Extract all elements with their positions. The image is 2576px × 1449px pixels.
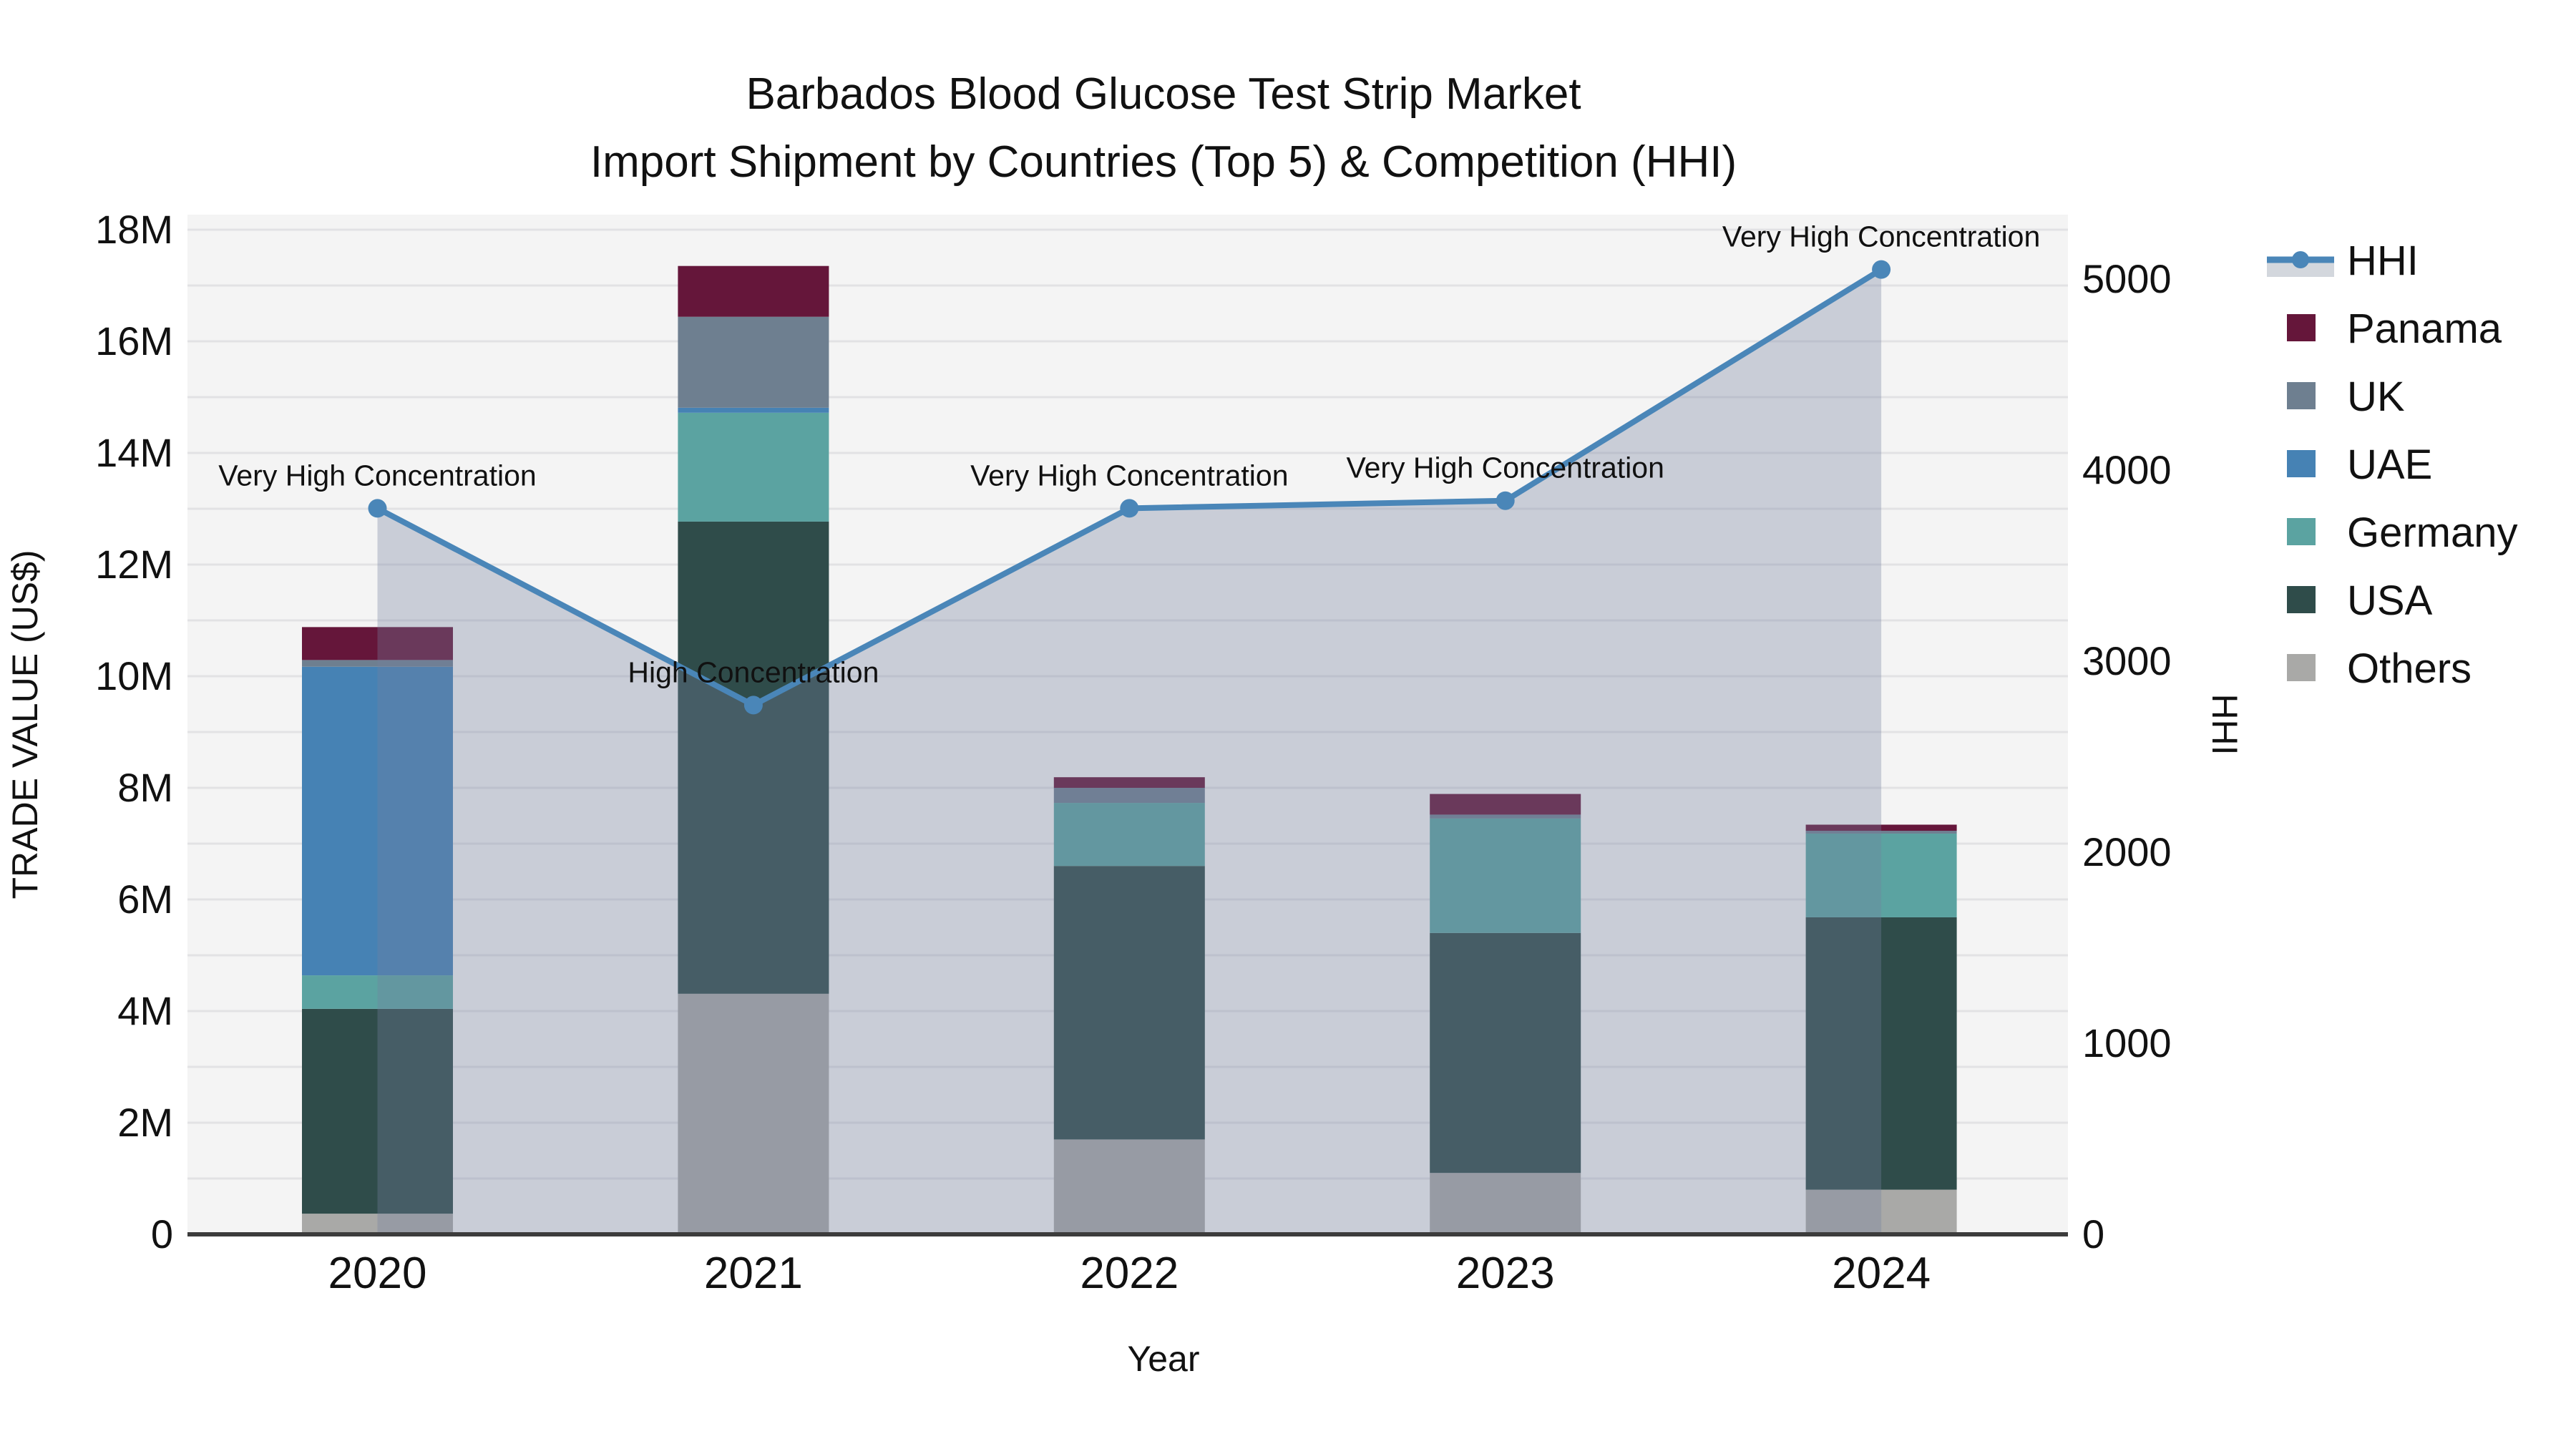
legend-hhi-marker-icon xyxy=(2292,251,2309,268)
bar-segment-usa-2020[interactable] xyxy=(302,1008,453,1214)
y-right-tick-5000: 5000 xyxy=(2082,256,2172,301)
y-left-tick-2M: 2M xyxy=(117,1100,173,1145)
legend-swatch-usa xyxy=(2287,586,2316,613)
bar-segment-germany-2021[interactable] xyxy=(678,412,829,522)
hhi-marker-2022[interactable] xyxy=(1120,499,1139,518)
bar-segment-usa-2024[interactable] xyxy=(1805,917,1957,1190)
legend-swatch-others xyxy=(2287,654,2316,681)
hhi-marker-2024[interactable] xyxy=(1872,260,1891,279)
hhi-marker-2023[interactable] xyxy=(1496,491,1515,510)
x-tick-2022: 2022 xyxy=(1080,1249,1179,1298)
y-right-axis-title: HHI xyxy=(2205,693,2245,755)
legend-item-usa[interactable]: USA xyxy=(2287,577,2433,624)
legend-label-uk: UK xyxy=(2347,374,2405,420)
hhi-area-fill xyxy=(377,269,1882,1234)
legend-label-hhi: HHI xyxy=(2347,238,2419,284)
y-right-tick-0: 0 xyxy=(2082,1211,2104,1257)
annotation-2021: High Concentration xyxy=(628,655,879,688)
bars-group xyxy=(302,265,1957,1234)
x-axis-title: Year xyxy=(1127,1339,1199,1379)
bar-segment-panama-2024[interactable] xyxy=(1805,824,1957,831)
x-tick-2024: 2024 xyxy=(1832,1249,1931,1298)
bar-segment-usa-2022[interactable] xyxy=(1053,866,1205,1140)
y-left-tick-8M: 8M xyxy=(117,765,173,810)
annotation-2020: Very High Concentration xyxy=(218,459,536,492)
bar-segment-panama-2020[interactable] xyxy=(302,627,453,660)
bar-segment-others-2022[interactable] xyxy=(1053,1139,1205,1234)
legend-swatch-panama xyxy=(2287,314,2316,341)
x-tick-2023: 2023 xyxy=(1456,1249,1555,1298)
bar-segment-uk-2024[interactable] xyxy=(1805,831,1957,834)
bar-segment-uk-2020[interactable] xyxy=(302,660,453,667)
legend-item-others[interactable]: Others xyxy=(2287,645,2472,692)
legend: HHI Panama UK UAE Germany USA Others xyxy=(2267,238,2518,692)
bar-segment-germany-2023[interactable] xyxy=(1430,818,1581,933)
legend-item-uk[interactable]: UK xyxy=(2287,374,2405,420)
annotation-2023: Very High Concentration xyxy=(1346,452,1664,484)
y-left-tick-10M: 10M xyxy=(95,653,173,698)
bar-segment-others-2021[interactable] xyxy=(678,993,829,1234)
y-left-tick-0: 0 xyxy=(151,1211,173,1257)
y-left-tick-14M: 14M xyxy=(95,430,173,475)
y-left-tick-6M: 6M xyxy=(117,877,173,922)
legend-item-germany[interactable]: Germany xyxy=(2287,509,2518,556)
bar-segment-germany-2020[interactable] xyxy=(302,975,453,1009)
legend-label-panama: Panama xyxy=(2347,306,2502,352)
hhi-marker-2021[interactable] xyxy=(743,696,763,715)
bar-segment-panama-2021[interactable] xyxy=(678,265,829,317)
annotation-2022: Very High Concentration xyxy=(970,459,1288,492)
bar-segment-usa-2023[interactable] xyxy=(1430,932,1581,1174)
y-left-axis-title: TRADE VALUE (US$) xyxy=(5,550,45,899)
chart-title-line1: Barbados Blood Glucose Test Strip Market xyxy=(746,69,1581,119)
bar-segment-uk-2022[interactable] xyxy=(1053,788,1205,804)
bar-segment-others-2020[interactable] xyxy=(302,1214,453,1234)
y-left-tick-12M: 12M xyxy=(95,542,173,587)
legend-label-others: Others xyxy=(2347,645,2472,692)
y-right-tick-4000: 4000 xyxy=(2082,447,2172,492)
y-right-tick-3000: 3000 xyxy=(2082,638,2172,683)
y-right-tick-2000: 2000 xyxy=(2082,829,2172,874)
bar-segment-others-2024[interactable] xyxy=(1805,1189,1957,1234)
chart-title-line2: Import Shipment by Countries (Top 5) & C… xyxy=(590,137,1737,187)
legend-item-panama[interactable]: Panama xyxy=(2287,306,2502,352)
hhi-marker-2020[interactable] xyxy=(368,499,387,518)
legend-swatch-uk xyxy=(2287,382,2316,409)
y-left-tick-18M: 18M xyxy=(95,207,173,252)
y-left-tick-16M: 16M xyxy=(95,318,173,364)
legend-item-uae[interactable]: UAE xyxy=(2287,441,2432,488)
legend-label-uae: UAE xyxy=(2347,441,2432,488)
bar-segment-uk-2021[interactable] xyxy=(678,316,829,408)
x-tick-2020: 2020 xyxy=(328,1249,427,1298)
annotation-2024: Very High Concentration xyxy=(1722,220,2040,253)
x-tick-2021: 2021 xyxy=(704,1249,803,1298)
y-right-tick-1000: 1000 xyxy=(2082,1020,2172,1065)
bar-segment-panama-2023[interactable] xyxy=(1430,794,1581,815)
legend-swatch-uae xyxy=(2287,450,2316,477)
bar-segment-germany-2024[interactable] xyxy=(1805,833,1957,917)
y-left-tick-4M: 4M xyxy=(117,988,173,1033)
legend-label-germany: Germany xyxy=(2347,509,2518,556)
bar-segment-uk-2023[interactable] xyxy=(1430,814,1581,819)
bar-segment-usa-2021[interactable] xyxy=(678,521,829,994)
bar-segment-uae-2021[interactable] xyxy=(678,407,829,413)
legend-item-hhi[interactable]: HHI xyxy=(2267,238,2419,284)
bar-segment-uae-2020[interactable] xyxy=(302,666,453,976)
legend-label-usa: USA xyxy=(2347,577,2433,624)
bar-segment-germany-2022[interactable] xyxy=(1053,803,1205,867)
legend-swatch-germany xyxy=(2287,518,2316,545)
bar-segment-panama-2022[interactable] xyxy=(1053,777,1205,788)
bar-segment-others-2023[interactable] xyxy=(1430,1173,1581,1234)
